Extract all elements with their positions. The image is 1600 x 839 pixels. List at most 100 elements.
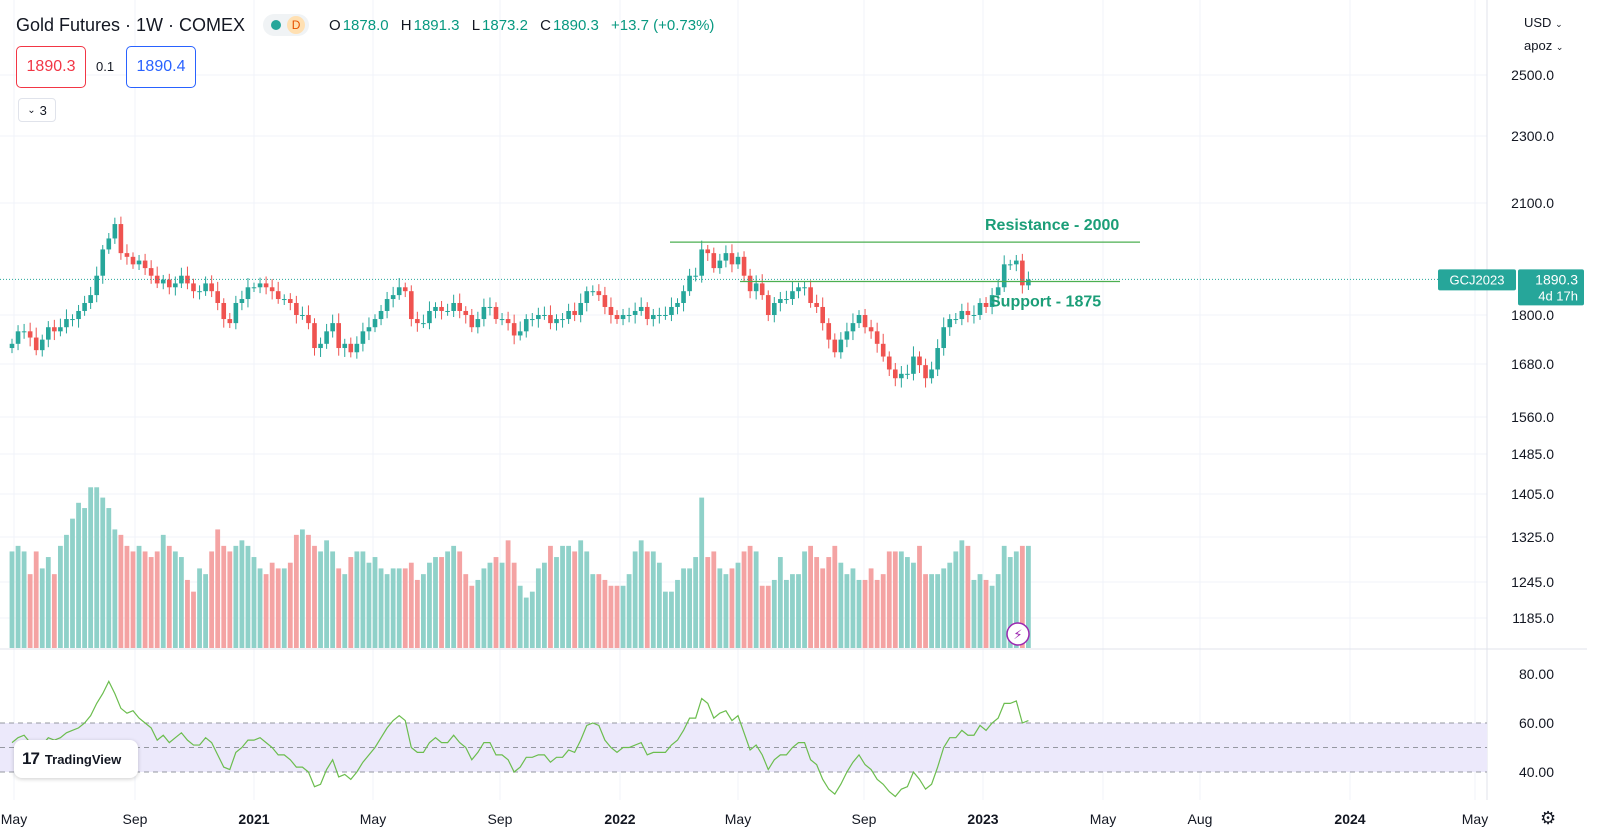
price-axis[interactable]: 2500.0 2300.0 2100.0 1800.0 1680.0 1560.0 1485… xyxy=(1511,67,1554,780)
candle-body xyxy=(21,331,27,333)
volume-bar xyxy=(832,545,838,648)
candle-body xyxy=(1014,260,1019,265)
candle-body xyxy=(705,249,711,254)
volume-bar xyxy=(88,487,94,648)
volume-bar xyxy=(741,551,747,648)
candle-body xyxy=(596,291,602,296)
candle-body xyxy=(675,302,680,307)
volume-bar xyxy=(947,562,953,648)
candle-body xyxy=(820,306,825,324)
candle-body xyxy=(917,356,922,366)
volume-bar xyxy=(245,545,251,648)
candle-body xyxy=(421,323,426,325)
candle-body xyxy=(366,327,372,332)
time-axis[interactable]: May Sep 2021 May Sep 2022 May Sep 2023 May Aug 2024… xyxy=(1,811,1488,827)
candle-body xyxy=(971,315,977,316)
candle-body xyxy=(112,224,118,239)
volume-bars xyxy=(9,487,1031,648)
symbol-title[interactable]: Gold Futures · 1W · COMEX xyxy=(16,14,246,35)
time-tick-label: 2023 xyxy=(967,811,998,827)
candle-body xyxy=(644,306,650,320)
volume-bar xyxy=(300,529,305,648)
candle-body xyxy=(814,302,819,307)
rsi-tick-label: 60.00 xyxy=(1519,715,1554,731)
candle-body xyxy=(608,306,614,315)
low-value: 1873.2 xyxy=(482,16,528,34)
candle-body xyxy=(215,291,220,303)
volume-bar xyxy=(197,568,202,648)
volume-bar xyxy=(802,551,807,648)
candle-body xyxy=(620,315,626,320)
volume-bar xyxy=(360,551,366,648)
candle-body xyxy=(977,302,983,315)
volume-bar xyxy=(372,557,378,648)
volume-bar xyxy=(209,551,215,648)
volume-bar xyxy=(15,545,21,648)
delayed-badge: D xyxy=(287,16,306,34)
candle-body xyxy=(772,302,777,315)
candle-body xyxy=(239,299,245,303)
volume-bar xyxy=(535,568,541,648)
volume-bar xyxy=(983,579,989,648)
candle-body xyxy=(572,310,577,315)
settings-gear-icon[interactable]: ⚙ xyxy=(1540,808,1557,828)
volume-bar xyxy=(820,568,826,648)
currency-selector[interactable]: USD ⌄ xyxy=(1524,15,1563,30)
tradingview-logo[interactable]: 17 TradingView xyxy=(14,740,138,778)
candle-body xyxy=(360,331,366,344)
candle-body xyxy=(808,287,813,303)
candle-body xyxy=(312,323,317,349)
candle-body xyxy=(288,299,293,303)
volume-bar xyxy=(517,585,523,648)
candle-body xyxy=(899,373,904,379)
candle-body xyxy=(221,302,227,320)
candle-body xyxy=(923,365,928,379)
candle-body xyxy=(989,295,995,307)
candle-body xyxy=(717,260,723,269)
market-status-pill[interactable]: D xyxy=(263,14,310,36)
volume-bar xyxy=(427,562,432,648)
candle-body xyxy=(505,319,511,324)
candle-body xyxy=(191,283,196,292)
candle-body xyxy=(893,369,898,379)
volume-bar xyxy=(445,551,450,648)
volume-bar xyxy=(269,562,275,648)
candle-body xyxy=(778,299,783,303)
volume-bar xyxy=(257,568,263,648)
volume-bar xyxy=(796,574,801,648)
candle-body xyxy=(294,302,299,315)
volume-bar xyxy=(166,545,172,648)
market-open-dot-icon xyxy=(271,20,282,30)
indicators-collapse-button[interactable]: ⌄ 3 xyxy=(18,98,56,122)
candle-body xyxy=(584,291,590,303)
sell-button[interactable]: 1890.3 xyxy=(16,46,86,88)
time-tick-label: Aug xyxy=(1188,811,1213,827)
volume-bar xyxy=(100,497,106,648)
price-tick-label: 2100.0 xyxy=(1511,195,1554,211)
candle-body xyxy=(481,306,487,320)
time-tick-label: Sep xyxy=(123,811,148,827)
candle-body xyxy=(372,319,378,328)
time-tick-label: May xyxy=(1090,811,1116,827)
candle-body xyxy=(699,249,704,276)
unit-selector[interactable]: apoz ⌄ xyxy=(1524,38,1563,53)
volume-bar xyxy=(499,562,505,648)
volume-bar xyxy=(614,585,620,648)
candle-body xyxy=(173,283,178,288)
candle-body xyxy=(148,268,154,276)
volume-bar xyxy=(886,551,892,648)
buy-button[interactable]: 1890.4 xyxy=(126,46,196,88)
candle-body xyxy=(64,319,69,328)
volume-bar xyxy=(711,551,717,648)
volume-bar xyxy=(348,557,354,648)
change-value: +13.7 (+0.73%) xyxy=(611,16,715,34)
candle-body xyxy=(427,310,432,324)
volume-bar xyxy=(626,574,632,648)
volume-bar xyxy=(457,551,463,648)
volume-bar xyxy=(971,579,977,648)
candle-body xyxy=(856,315,862,324)
volume-bar xyxy=(669,591,674,648)
volume-bar xyxy=(179,557,184,648)
candle-body xyxy=(167,279,172,288)
